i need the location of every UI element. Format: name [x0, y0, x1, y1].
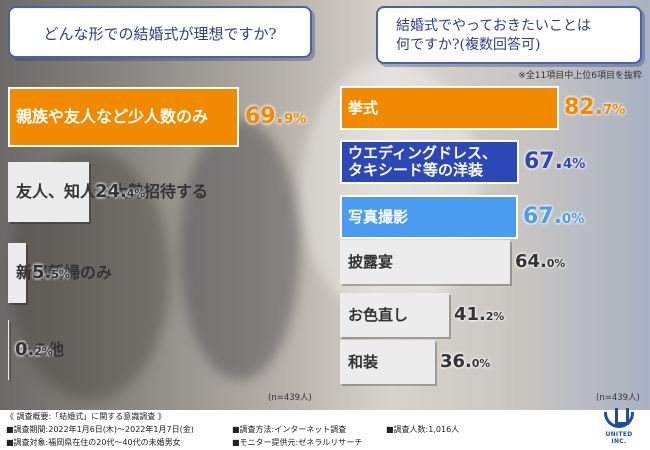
bar-label: その他 [16, 340, 65, 359]
bar-label: 和装 [348, 352, 379, 371]
bar-value: 67.0% [523, 204, 585, 229]
bar [340, 140, 519, 184]
question-right-line: 何ですか?(複数回答可) [396, 37, 541, 53]
footnote: ※全11項目中上位6項目を抜粋 [518, 71, 642, 81]
sample-size-left: (n=439人) [268, 393, 312, 403]
survey-footer: 《 調査概要:「結婚式」に関する意識調査 》 ■調査期間:2022年1月6日(木… [0, 410, 650, 450]
bar-label: 新郎新婦のみ [16, 263, 113, 282]
bar-value: 0.2% [15, 339, 53, 360]
logo-mark-icon [604, 408, 634, 428]
bar-label: 親族や友人など少人数のみ [16, 107, 209, 126]
bar-value: 36.0% [440, 351, 491, 372]
sample-size-right: (n=439人) [596, 393, 640, 403]
footer-method: ■調査方法:インターネット調査 [232, 425, 347, 434]
footer-count: ■調査人数:1,016人 [386, 425, 460, 434]
bar [340, 86, 559, 130]
bar-label: 友人、知人を大勢招待する [16, 182, 209, 201]
bar [340, 293, 449, 337]
question-left: どんな形での結婚式が理想ですか? [8, 6, 312, 58]
question-right-line: 結婚式でやっておきたいことは [396, 18, 591, 34]
bar [8, 87, 239, 147]
footer-title: 《 調査概要:「結婚式」に関する意識調査 》 [6, 412, 166, 421]
footer-provider: ■モニター提供元:ゼネラルリサーチ [232, 438, 363, 447]
bar-label: 挙式 [348, 98, 379, 117]
bar-value: 41.2% [454, 304, 505, 325]
bar [8, 243, 26, 303]
question-left-text: どんな形での結婚式が理想ですか? [43, 25, 277, 43]
bar-label: ウエディングドレス、 タキシード等の洋装 [348, 144, 497, 179]
bar-value: 24.4% [95, 181, 146, 202]
bar-chart-area: 親族や友人など少人数のみ 69.9% 友人、知人を大勢招待する 24.4% 新郎新婦のみ… [8, 86, 626, 384]
footer-period: ■調査期間:2022年1月6日(木)〜2022年1月7日(金) [6, 425, 194, 434]
bar-label: 披露宴 [348, 252, 394, 271]
bar [340, 195, 518, 239]
bar-value: 5.5% [32, 262, 70, 283]
bar-label: お色直し [348, 305, 409, 324]
bar-value: 64.0% [515, 251, 566, 272]
bar-value: 82.7% [564, 95, 626, 120]
bar-value: 69.9% [245, 104, 307, 129]
bar-value: 67.4% [524, 149, 586, 174]
bar-label: 写真撮影 [348, 207, 409, 226]
bar [340, 240, 510, 284]
united-logo: UNITED INC. [598, 408, 640, 448]
footer-target: ■調査対象:福岡県在住の20代〜40代の未婚男女 [6, 438, 181, 447]
question-right: 結婚式でやっておきたいことは 何ですか?(複数回答可) [376, 6, 642, 64]
bar [8, 320, 9, 380]
bar [8, 162, 89, 222]
bar [340, 340, 435, 384]
logo-text: UNITED INC. [605, 431, 633, 445]
photo-shadow [180, 120, 300, 380]
